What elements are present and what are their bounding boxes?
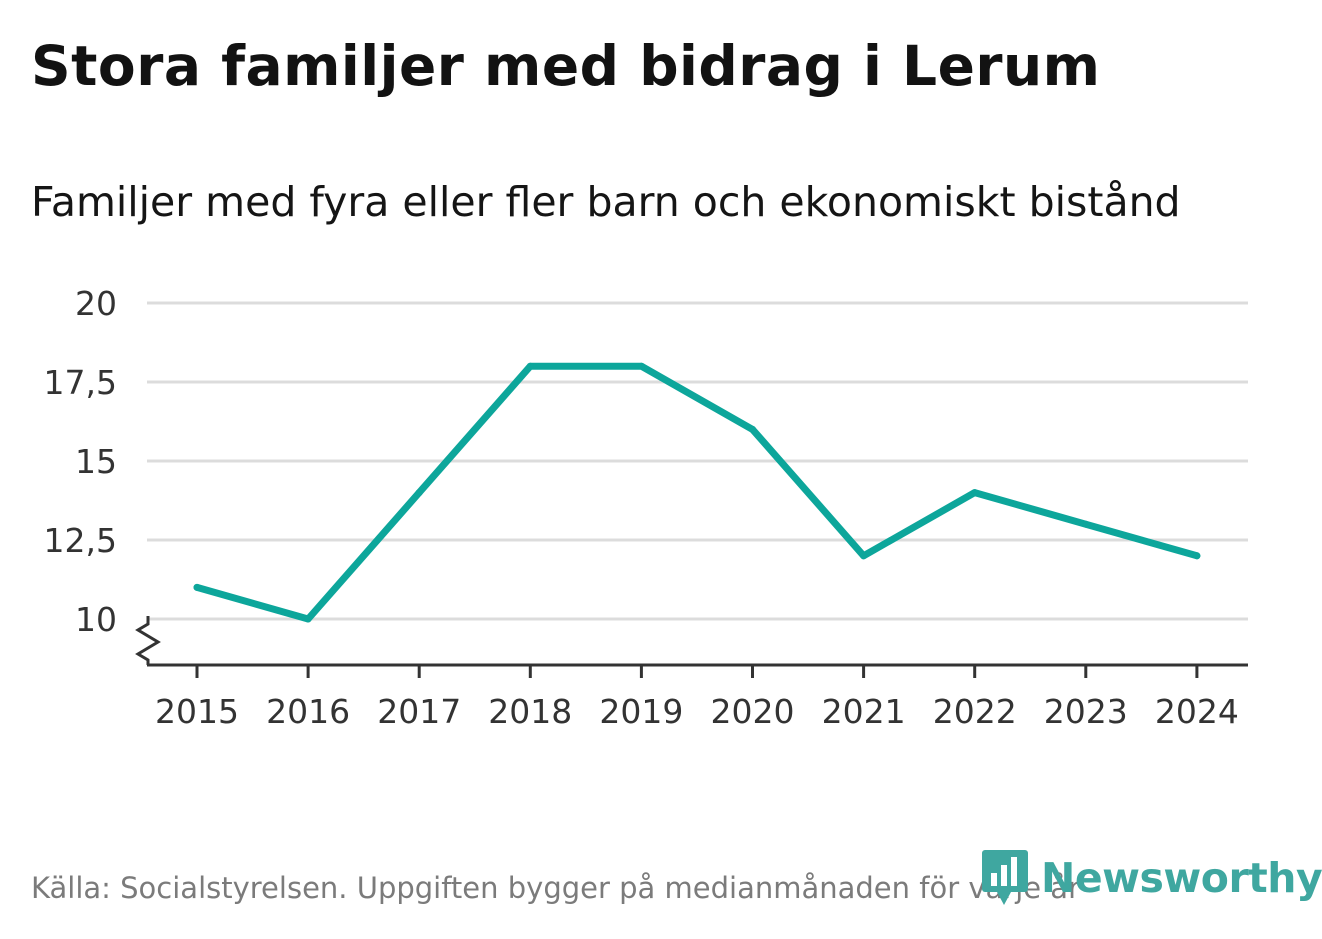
y-tick-label: 17,5 [44, 363, 117, 402]
data-point [526, 362, 534, 370]
x-tick-label: 2020 [711, 692, 795, 731]
axis-break-zigzag [135, 616, 161, 665]
x-tick-label: 2023 [1044, 692, 1128, 731]
data-point [749, 425, 756, 433]
y-tick-label: 12,5 [44, 521, 117, 560]
chart-subtitle: Familjer med fyra eller fler barn och ek… [31, 178, 1181, 226]
x-tick-label: 2015 [155, 692, 239, 731]
data-point [193, 583, 201, 591]
newsworthy-logo-icon [982, 850, 1028, 905]
data-point [415, 489, 423, 497]
series-line [193, 362, 1201, 623]
data-point [304, 615, 312, 623]
data-point [1082, 520, 1090, 528]
chart-title: Stora familjer med bidrag i Lerum [31, 34, 1101, 98]
x-axis: 2015 2016 2017 2018 2019 2020 2021 2022 2023 2024 [147, 663, 1248, 731]
y-tick-label: 10 [75, 600, 117, 639]
data-point [971, 489, 979, 497]
x-tick-label: 2024 [1155, 692, 1239, 731]
y-axis-ticks: 10 12,5 15 17,5 20 [44, 284, 117, 639]
x-tick-label: 2022 [933, 692, 1017, 731]
x-tick-label: 2016 [266, 692, 350, 731]
axis-break-marker [135, 616, 161, 665]
x-tick-label: 2017 [377, 692, 461, 731]
gridlines [147, 301, 1248, 621]
x-tick-label: 2018 [488, 692, 572, 731]
brand-name: Newsworthy [1041, 854, 1322, 902]
data-point [637, 362, 645, 370]
source-note: Källa: Socialstyrelsen. Uppgiften bygger… [31, 871, 1080, 905]
x-tick-label: 2019 [599, 692, 683, 731]
series [193, 362, 1201, 623]
data-point [860, 552, 868, 560]
y-tick-label: 20 [75, 284, 117, 323]
y-tick-label: 15 [75, 442, 117, 481]
x-tick-label: 2021 [822, 692, 906, 731]
data-point [1193, 552, 1201, 560]
newsworthy-logo: Newsworthy [981, 849, 1322, 907]
